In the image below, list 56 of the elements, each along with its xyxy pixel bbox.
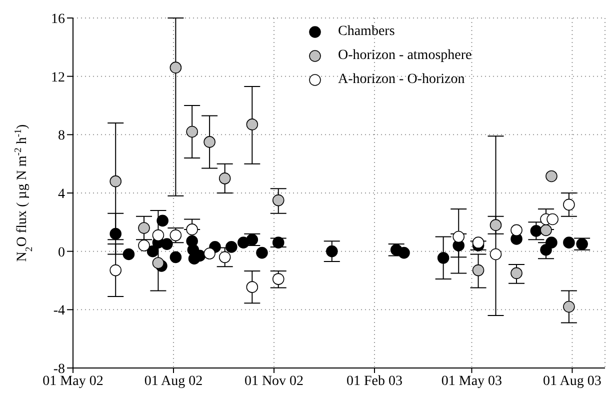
point — [186, 224, 198, 236]
point — [546, 236, 558, 248]
x-tick-label: 01 May 03 — [441, 374, 502, 389]
x-tick-label: 01 Aug 03 — [543, 374, 602, 389]
point — [110, 264, 122, 276]
point — [272, 273, 284, 285]
point — [256, 246, 268, 259]
point — [146, 245, 159, 258]
legend-label: Chambers — [338, 24, 395, 40]
y-tick-label: 0 — [58, 245, 65, 260]
point — [218, 172, 231, 184]
y-tick-label: 4 — [58, 186, 65, 202]
point — [226, 241, 238, 253]
y-tick-label: 8 — [58, 128, 65, 144]
point — [122, 248, 135, 260]
point — [161, 238, 173, 250]
point — [510, 267, 522, 280]
point — [186, 126, 198, 138]
point — [326, 245, 338, 258]
point — [152, 229, 164, 242]
point — [576, 238, 588, 250]
point — [110, 228, 122, 240]
point — [272, 236, 284, 248]
point — [563, 300, 575, 313]
point — [563, 236, 575, 248]
point — [272, 194, 284, 206]
point — [490, 248, 502, 260]
point — [398, 246, 410, 259]
point — [204, 136, 216, 148]
point — [472, 264, 484, 276]
x-tick-label: 01 Nov 02 — [244, 374, 304, 389]
point — [563, 198, 575, 211]
point — [152, 257, 164, 269]
x-tick-label: 01 Feb 03 — [346, 374, 403, 389]
point — [540, 224, 552, 236]
legend-label: A-horizon - O-horizon — [338, 72, 465, 88]
x-tick-label: 01 Aug 02 — [144, 374, 203, 389]
y-tick-label: 16 — [51, 12, 65, 27]
y-tick-label: 12 — [51, 70, 65, 86]
point — [437, 252, 450, 264]
point — [110, 175, 122, 188]
y-tick-label: -4 — [53, 304, 65, 319]
point — [218, 251, 231, 264]
point — [170, 62, 182, 74]
point — [246, 118, 258, 130]
point — [490, 219, 502, 231]
point — [546, 170, 558, 182]
point — [452, 230, 465, 243]
point — [246, 234, 258, 246]
point — [530, 225, 542, 237]
point — [246, 281, 258, 293]
point — [156, 214, 168, 227]
legend-label: O-horizon - atmosphere — [338, 48, 472, 64]
point — [170, 251, 182, 264]
point — [546, 213, 558, 226]
point — [138, 222, 150, 234]
